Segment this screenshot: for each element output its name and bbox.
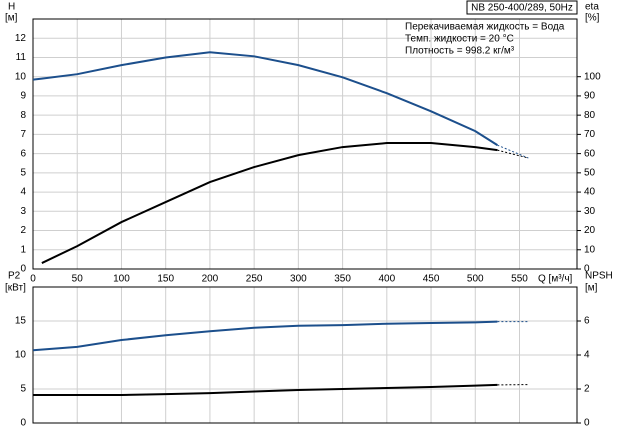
y-tick-label: 6 [20,148,26,159]
y2-axis-unit: [м] [585,283,598,294]
x-axis-label: Q [м³/ч] [538,274,573,285]
y-tick-label: 10 [15,71,27,82]
y-tick-label: 15 [15,316,27,327]
y-tick-label: 2 [20,225,26,236]
curve [33,383,498,396]
x-tick-label: 300 [290,274,307,285]
x-tick-label: 200 [202,274,219,285]
y-tick-label: 8 [20,110,26,121]
y2-tick-label: 2 [584,384,590,395]
y2-tick-label: 70 [584,129,596,140]
plot-frame [32,18,578,270]
curve [32,51,498,146]
x-tick-label: 50 [72,274,84,285]
y2-tick-label: 10 [584,244,596,255]
y2-tick-label: 0 [584,418,590,429]
y-tick-label: 4 [20,187,26,198]
y2-tick-label: 20 [584,225,596,236]
x-tick-label: 100 [113,274,130,285]
x-tick-label: 350 [334,274,351,285]
y2-axis-label: NPSH [585,271,613,282]
y-tick-label: 0 [20,418,26,429]
x-tick-label: 450 [423,274,440,285]
x-tick-label: 500 [467,274,484,285]
y2-tick-label: 100 [584,71,601,82]
y2-tick-label: 60 [584,148,596,159]
chart-title: NB 250-400/289, 50Hz [471,3,573,14]
x-tick-label: 150 [157,274,174,285]
y2-axis-label: eta [585,2,599,13]
y2-tick-label: 4 [584,350,590,361]
y-axis-unit: [кВт] [5,283,26,294]
y2-tick-label: 90 [584,91,596,102]
y-tick-label: 10 [15,350,27,361]
y-axis-label: P2 [8,271,21,282]
title-box [466,0,578,15]
y-tick-label: 12 [15,33,27,44]
curve [32,320,498,352]
y-tick-label: 5 [20,167,26,178]
plot-frame [32,286,578,424]
y2-tick-label: 6 [584,316,590,327]
y-axis-unit: [м] [5,13,18,24]
y-axis-label: H [8,2,15,13]
y2-tick-label: 30 [584,206,596,217]
x-tick-label: 0 [30,274,36,285]
y-tick-label: 5 [20,384,26,395]
y2-tick-label: 80 [584,110,596,121]
curve-extension [497,149,529,159]
curve-extension [497,144,529,159]
y2-tick-label: 0 [584,264,590,275]
x-tick-label: 250 [246,274,263,285]
curve [41,142,498,264]
x-tick-label: 400 [378,274,395,285]
y-tick-label: 11 [16,52,27,63]
y-tick-label: 1 [20,244,26,255]
annotation: Темп. жидкости = 20 °C [405,34,514,45]
y2-tick-label: 50 [584,167,596,178]
y-tick-label: 3 [20,206,26,217]
y2-tick-label: 40 [584,187,596,198]
annotation: Перекачиваемая жидкость = Вода [405,22,565,33]
y2-axis-unit: [%] [585,13,600,24]
y-tick-label: 0 [20,264,26,275]
y-tick-label: 9 [20,91,26,102]
y-tick-label: 7 [20,129,26,140]
x-tick-label: 550 [511,274,528,285]
annotation: Плотность = 998.2 кг/м³ [405,46,515,57]
